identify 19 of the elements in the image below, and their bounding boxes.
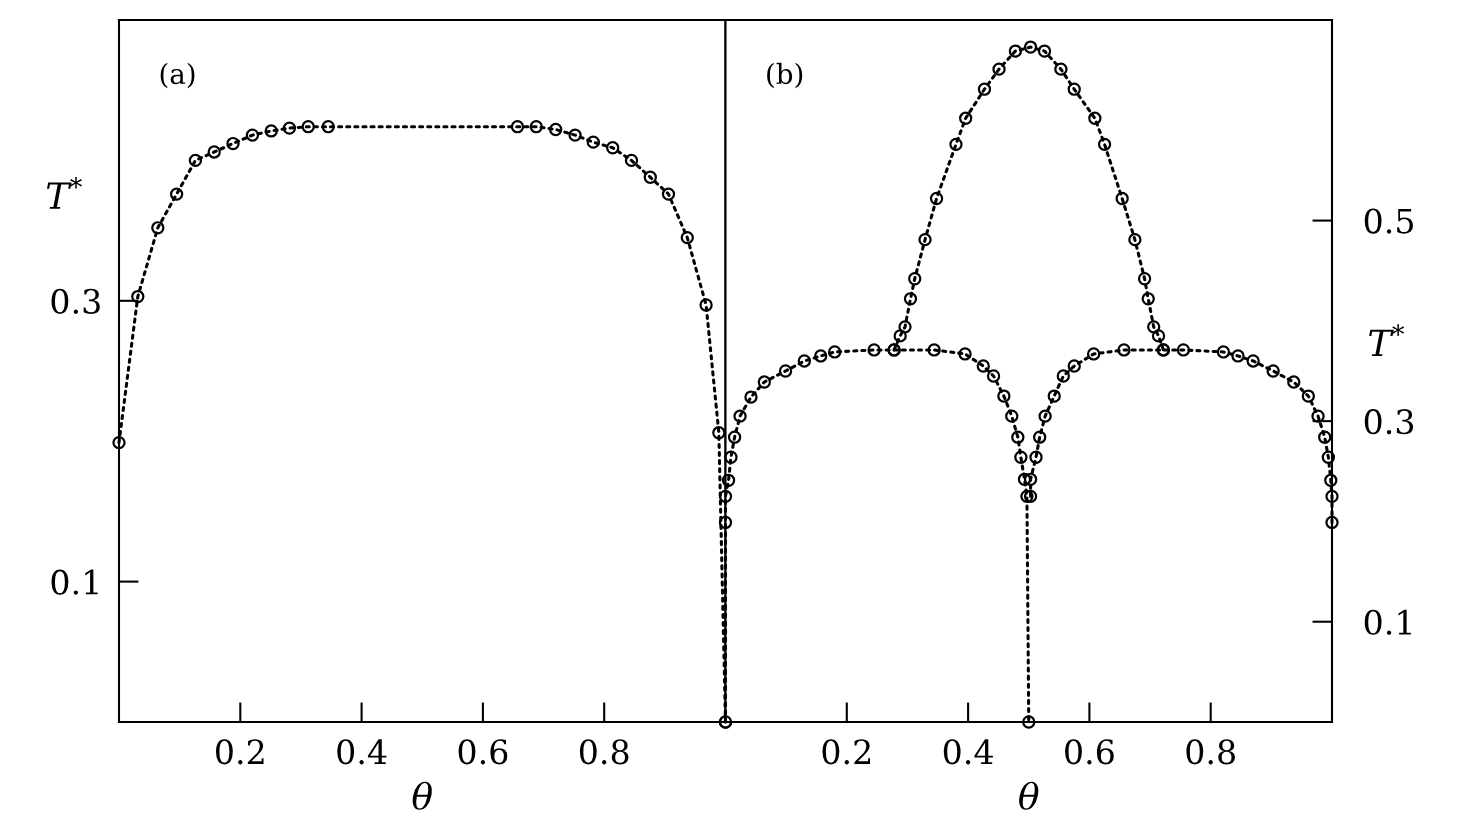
x-tick-label: 0.2 — [822, 739, 871, 765]
x-tick-label: 0.4 — [943, 739, 993, 765]
x-tick-label: 0.8 — [1186, 739, 1235, 765]
x-axis-title: θ — [1019, 781, 1039, 810]
x-axis-title: θ — [412, 781, 432, 810]
y-tick-label: 0.3 — [51, 288, 100, 314]
x-tick-label: 0.4 — [337, 739, 387, 765]
x-tick-label: 0.6 — [1065, 739, 1114, 765]
annotation: (b) — [767, 62, 803, 89]
y-axis-title: T$^{*}$ — [46, 176, 82, 209]
x-tick-label: 0.8 — [579, 739, 629, 765]
y-tick-label: 0.3 — [1364, 409, 1414, 435]
y-axis-title: T$^{*}$ — [1369, 324, 1405, 357]
y-tick-label: 0.1 — [51, 569, 98, 595]
x-tick-label: 0.2 — [215, 739, 264, 765]
annotation: (a) — [160, 62, 195, 89]
x-tick-label: 0.6 — [458, 739, 508, 765]
y-tick-label: 0.1 — [1364, 609, 1411, 635]
y-tick-label: 0.5 — [1364, 208, 1413, 234]
